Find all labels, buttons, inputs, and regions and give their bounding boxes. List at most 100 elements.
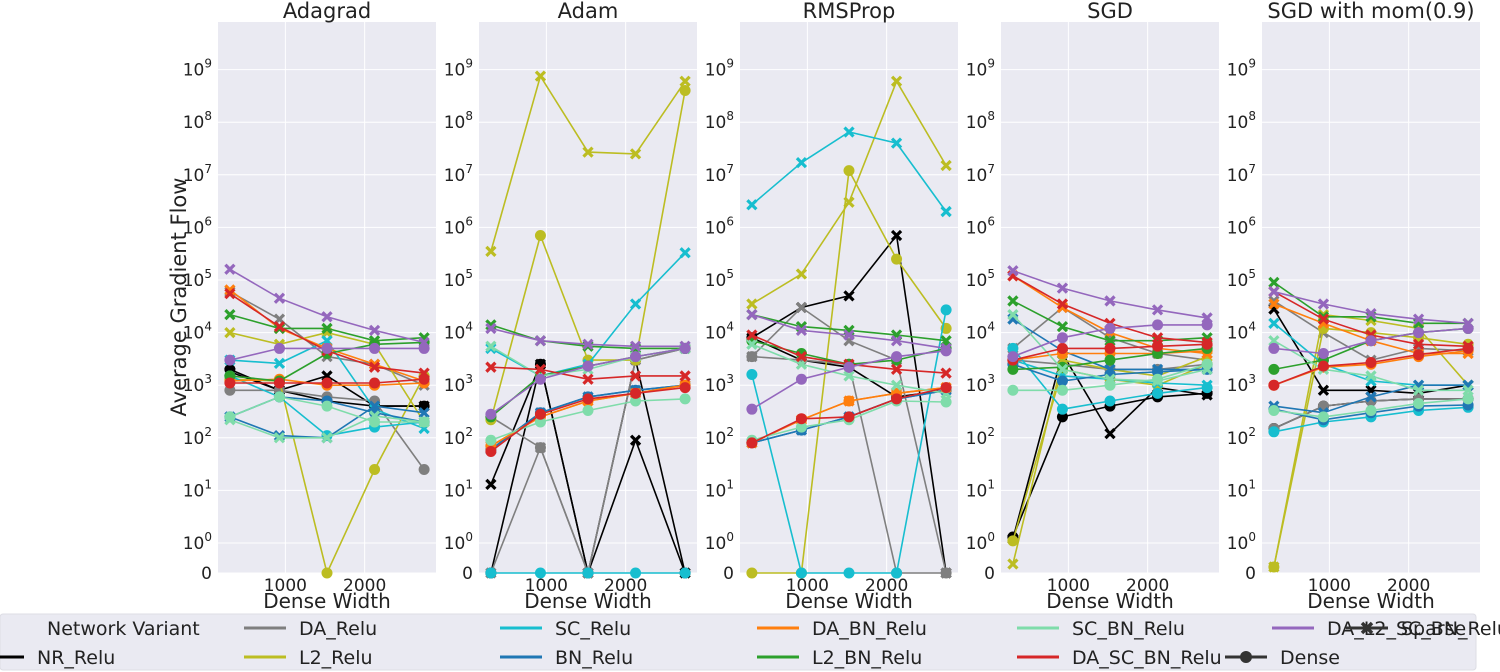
dense-point-SC_Relu bbox=[1056, 403, 1068, 415]
sparse-point-L2_BN_Relu bbox=[224, 308, 236, 321]
sparse-point-L2_Relu bbox=[890, 75, 903, 87]
dense-point-SC_BN_Relu bbox=[1365, 405, 1377, 417]
sparse-point-L2_Relu bbox=[1007, 558, 1019, 570]
x-tick-label: 2000 bbox=[865, 576, 908, 596]
sparse-point-L2_Relu bbox=[534, 70, 547, 82]
sparse-point-DA_SC_BN_Relu bbox=[1317, 313, 1330, 325]
y-tick-label: 107 bbox=[183, 162, 212, 186]
sparse-point-SC_Relu bbox=[940, 205, 952, 218]
dense-point-DA_SC_BN_Relu bbox=[1104, 342, 1116, 354]
dense-point-SC_Relu bbox=[843, 567, 855, 579]
dense-point-DA_L2_SC_BN_Relu bbox=[1152, 319, 1164, 331]
dense-point-DA_L2_SC_BN_Relu bbox=[418, 342, 430, 354]
dense-point-DA_SC_BN_Relu bbox=[321, 377, 333, 389]
y-tick-label: 105 bbox=[705, 267, 734, 291]
sparse-point-DA_SC_BN_Relu bbox=[746, 329, 758, 341]
sparse-point-NR_Relu bbox=[1104, 428, 1116, 440]
x-tick-label: 1000 bbox=[525, 576, 568, 596]
sparse-point-SC_Relu bbox=[629, 298, 642, 310]
dense-point-L2_Relu bbox=[534, 230, 546, 242]
series-group bbox=[1007, 265, 1213, 570]
panel-sgd-with-mom-0-9-: SGD with mom(0.9) 0 100 101 102 103 104 105 106 1… bbox=[1227, 0, 1480, 613]
dense-point-BN_Relu bbox=[1056, 375, 1068, 387]
y-tick-label: 0 bbox=[201, 564, 212, 584]
dense-point-DA_L2_SC_BN_Relu bbox=[1462, 322, 1474, 334]
dense-point-SC_Relu bbox=[891, 567, 903, 579]
dense-point-DA_Relu bbox=[418, 463, 430, 475]
y-tick-label: 0 bbox=[1245, 564, 1256, 584]
series-group bbox=[224, 263, 430, 579]
y-axis-label: Average Gradient Flow bbox=[167, 178, 191, 417]
sparse-point-DA_L2_SC_BN_Relu bbox=[1317, 298, 1330, 310]
legend-item-NR_Relu: NR_Relu bbox=[0, 647, 115, 669]
dense-point-SC_Relu bbox=[534, 567, 546, 579]
sparse-point-DA_SC_BN_Relu bbox=[368, 361, 381, 373]
dense-point-DA_L2_SC_BN_Relu bbox=[940, 345, 952, 357]
sparse-point-DA_Relu bbox=[1268, 295, 1280, 307]
sparse-point-DA_L2_SC_BN_Relu bbox=[1151, 304, 1164, 316]
dense-point-L2_Relu bbox=[321, 567, 333, 579]
sparse-point-DA_L2_SC_BN_Relu bbox=[582, 338, 594, 350]
dense-point-SC_BN_Relu bbox=[1007, 384, 1019, 396]
sparse-point-DA_L2_SC_BN_Relu bbox=[1104, 295, 1116, 307]
legend-label: DA_SC_BN_Relu bbox=[1072, 647, 1222, 669]
dense-point-DA_L2_SC_BN_Relu bbox=[534, 373, 546, 385]
y-tick-label: 109 bbox=[966, 57, 995, 81]
sparse-point-SC_Relu bbox=[679, 247, 691, 259]
dense-point-L2_Relu bbox=[1007, 535, 1019, 547]
sparse-point-DA_L2_SC_BN_Relu bbox=[843, 329, 855, 341]
dense-point-SC_Relu bbox=[940, 304, 952, 316]
sparse-point-DA_L2_SC_BN_Relu bbox=[890, 335, 903, 347]
sparse-point-DA_SC_BN_Relu bbox=[629, 370, 642, 382]
dense-point-DA_L2_SC_BN_Relu bbox=[1056, 332, 1068, 344]
x-tick-label: 2000 bbox=[604, 576, 647, 596]
y-tick-label: 102 bbox=[705, 425, 734, 449]
sparse-point-DA_SC_BN_Relu bbox=[582, 373, 594, 385]
dense-point-DA_SC_BN_Relu bbox=[679, 382, 691, 394]
y-tick-label: 107 bbox=[966, 162, 995, 186]
x-tick-label: 1000 bbox=[786, 576, 829, 596]
sparse-point-SC_BN_Relu bbox=[1007, 308, 1019, 321]
sparse-point-DA_L2_SC_BN_Relu bbox=[795, 324, 808, 337]
sparse-point-DA_L2_SC_BN_Relu bbox=[1268, 286, 1280, 298]
dense-point-SC_BN_Relu bbox=[1056, 384, 1068, 396]
dense-point-DA_SC_BN_Relu bbox=[1317, 360, 1329, 372]
sparse-point-DA_SC_BN_Relu bbox=[1412, 338, 1425, 350]
y-tick-label: 101 bbox=[1227, 477, 1256, 501]
dense-point-DA_SC_BN_Relu bbox=[746, 437, 758, 449]
y-tick-label: 100 bbox=[705, 530, 734, 554]
sparse-point-SC_BN_Relu bbox=[485, 340, 497, 352]
dense-point-NR_Relu bbox=[1056, 411, 1068, 423]
legend-marker bbox=[1240, 651, 1252, 663]
sparse-point-DA_L2_SC_BN_Relu bbox=[273, 292, 286, 304]
dense-point-DA_L2_SC_BN_Relu bbox=[1365, 335, 1377, 347]
dense-point-DA_L2_SC_BN_Relu bbox=[485, 408, 497, 420]
y-tick-label: 103 bbox=[183, 372, 212, 396]
sparse-point-L2_BN_Relu bbox=[485, 319, 497, 331]
dense-point-SC_BN_Relu bbox=[795, 421, 807, 433]
legend-label: NR_Relu bbox=[37, 647, 115, 669]
panel-title: RMSProp bbox=[803, 0, 896, 23]
legend-label: BN_Relu bbox=[555, 647, 633, 669]
dense-point-SC_BN_Relu bbox=[1201, 358, 1213, 370]
y-tick-label: 100 bbox=[444, 530, 473, 554]
dense-point-DA_SC_BN_Relu bbox=[795, 413, 807, 425]
dense-point-L2_Relu bbox=[746, 567, 758, 579]
y-tick-label: 104 bbox=[966, 320, 995, 344]
x-tick-label: 2000 bbox=[1126, 576, 1169, 596]
dense-point-SC_Relu bbox=[1152, 387, 1164, 399]
dense-point-DA_L2_SC_BN_Relu bbox=[891, 351, 903, 363]
panel-background bbox=[1001, 22, 1219, 573]
sparse-point-SC_Relu bbox=[795, 157, 808, 169]
dense-point-DA_SC_BN_Relu bbox=[1201, 338, 1213, 350]
x-tick-label: 2000 bbox=[343, 576, 386, 596]
legend-item-L2_Relu: L2_Relu bbox=[244, 647, 373, 669]
dense-point-DA_L2_SC_BN_Relu bbox=[679, 342, 691, 354]
panel-background bbox=[218, 22, 436, 573]
sparse-point-DA_L2_SC_BN_Relu bbox=[629, 340, 642, 352]
dense-point-DA_L2_SC_BN_Relu bbox=[1104, 322, 1116, 334]
y-tick-label: 102 bbox=[444, 425, 473, 449]
dense-point-DA_L2_SC_BN_Relu bbox=[795, 373, 807, 385]
y-tick-label: 102 bbox=[1227, 425, 1256, 449]
sparse-point-BN_Relu bbox=[418, 407, 430, 419]
